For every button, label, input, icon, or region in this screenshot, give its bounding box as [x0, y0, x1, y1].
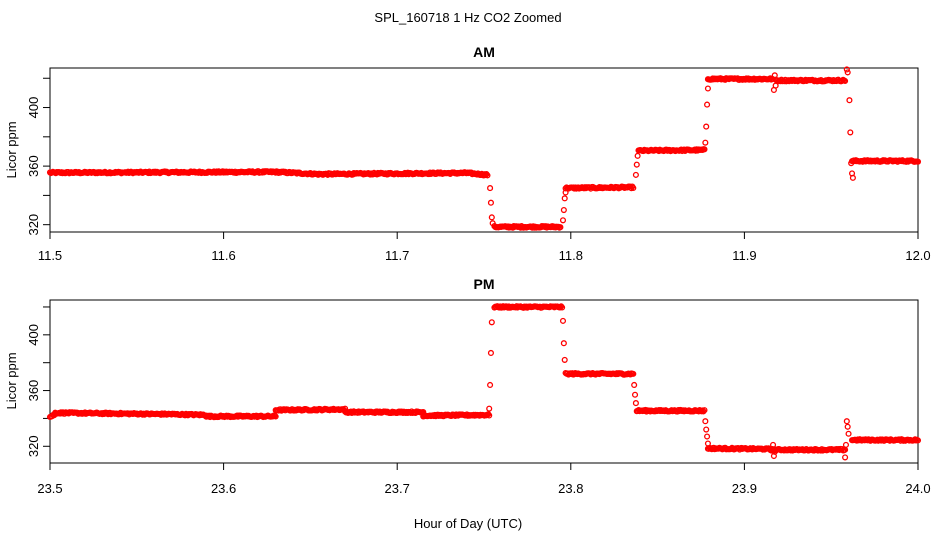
data-point — [630, 184, 637, 192]
data-point — [631, 381, 638, 389]
y-axis-label: Licor ppm — [4, 121, 19, 178]
data-point — [701, 146, 708, 153]
panel-title: PM — [474, 276, 495, 292]
data-point — [843, 66, 850, 73]
x-tick-label: 11.6 — [211, 248, 235, 263]
data-point — [771, 72, 778, 79]
data-point — [634, 152, 641, 159]
data-point — [843, 418, 850, 425]
data-point — [702, 139, 709, 146]
data-point — [846, 97, 853, 104]
x-tick-label: 12.0 — [905, 248, 930, 263]
data-point — [771, 448, 778, 455]
y-tick-label: 360 — [26, 155, 41, 177]
plot-frame — [49, 67, 919, 233]
data-point — [632, 171, 639, 178]
data-point — [559, 304, 566, 311]
data-point — [561, 356, 568, 363]
x-tick-label: 23.9 — [732, 481, 757, 496]
data-point — [704, 433, 711, 440]
data-point — [704, 101, 711, 108]
x-tick-label: 23.5 — [37, 481, 62, 496]
figure-title: SPL_160718 1 Hz CO2 Zoomed — [374, 10, 561, 25]
panel-am: AM Licor ppm 11.5 11.6 11.7 11.8 11.9 12.0 320 36… — [4, 44, 931, 263]
data-point — [560, 206, 567, 214]
data-point — [486, 412, 493, 419]
data-point — [487, 185, 494, 192]
data-point — [631, 391, 639, 398]
data-point — [701, 407, 708, 414]
x-tick-label: 23.7 — [385, 481, 410, 496]
data-point — [488, 214, 495, 221]
x-tick-label: 23.6 — [211, 481, 236, 496]
data-point — [557, 224, 564, 231]
x-tick-label: 11.9 — [732, 248, 756, 263]
data-point — [844, 69, 851, 76]
data-point — [849, 174, 856, 181]
data-point — [630, 370, 637, 377]
data-point — [844, 423, 851, 430]
x-tick-label: 11.8 — [559, 248, 583, 263]
data-point — [560, 340, 567, 347]
data-point — [702, 418, 709, 425]
data-point — [633, 161, 640, 168]
data-point — [703, 123, 710, 130]
data-point — [848, 160, 855, 167]
x-tick-label: 11.5 — [38, 248, 62, 263]
data-point — [632, 400, 639, 407]
data-point — [769, 441, 777, 448]
x-tick-label: 24.0 — [905, 481, 930, 496]
panel-pm: PM Licor ppm 23.5 23.6 23.7 23.8 23.9 24.0 320 36… — [4, 276, 931, 496]
data-point — [272, 413, 279, 420]
data-point — [562, 189, 569, 196]
figure-xlabel: Hour of Day (UTC) — [414, 516, 522, 531]
data-point — [703, 426, 710, 433]
plot-frame — [49, 299, 919, 464]
data-point — [486, 405, 493, 412]
data-point — [487, 349, 494, 356]
data-point — [704, 85, 711, 92]
y-axis-label: Licor ppm — [4, 352, 19, 409]
data-point — [772, 82, 779, 89]
data-point — [914, 158, 922, 165]
y-tick-label: 320 — [26, 214, 41, 236]
data-point — [845, 430, 852, 437]
data-point — [559, 317, 567, 324]
panel-title: AM — [473, 44, 495, 60]
x-tick-label: 23.8 — [558, 481, 583, 496]
data-point — [704, 440, 711, 447]
data-point — [559, 217, 567, 224]
data-point — [847, 129, 854, 136]
series-points — [46, 303, 922, 461]
y-tick-label: 400 — [26, 97, 41, 119]
data-point — [484, 172, 491, 179]
data-point — [488, 319, 495, 326]
series-points — [46, 66, 922, 231]
data-point — [914, 437, 922, 444]
data-point — [487, 199, 494, 206]
data-point — [842, 77, 849, 85]
y-tick-label: 320 — [26, 435, 41, 457]
data-point — [487, 381, 494, 389]
x-tick-label: 11.7 — [385, 248, 409, 263]
data-point — [561, 195, 568, 202]
y-tick-label: 360 — [26, 380, 41, 402]
data-point — [842, 454, 849, 461]
y-tick-label: 400 — [26, 324, 41, 346]
data-point — [842, 441, 850, 448]
data-point — [489, 220, 496, 227]
